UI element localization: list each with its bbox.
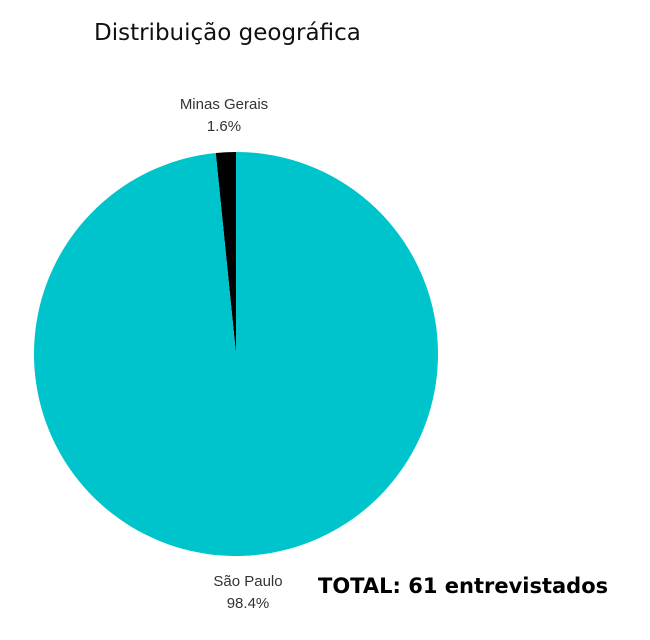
slice-name-minas-gerais: Minas Gerais <box>179 96 269 113</box>
slice-percent-minas-gerais: 1.6% <box>206 118 242 135</box>
pie-slice-minas-gerais <box>215 152 236 354</box>
pie-slice-s-o-paulo <box>34 152 439 556</box>
slice-label-minas-gerais: Minas Gerais 1.6% <box>154 94 294 138</box>
slice-label-sao-paulo: São Paulo 98.4% <box>178 571 318 615</box>
chart-title: Distribuição geográfica <box>94 20 361 46</box>
total-annotation: TOTAL: 61 entrevistados <box>318 574 609 598</box>
slice-percent-sao-paulo: 98.4% <box>226 595 270 612</box>
slice-name-sao-paulo: São Paulo <box>213 573 283 590</box>
